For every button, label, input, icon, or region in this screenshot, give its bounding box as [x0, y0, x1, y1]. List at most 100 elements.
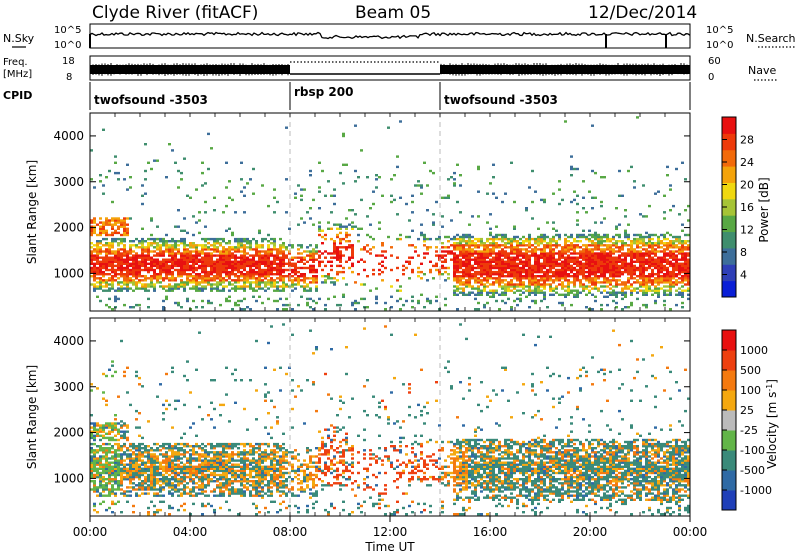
range-gate-cell [138, 475, 141, 479]
range-gate-cell [534, 279, 537, 282]
range-gate-cell [108, 426, 111, 429]
range-gate-cell [114, 270, 117, 274]
range-gate-cell [645, 258, 648, 261]
range-gate-cell [150, 283, 153, 286]
range-gate-cell [201, 289, 204, 292]
range-gate-cell [684, 279, 687, 282]
range-gate-cell [609, 268, 612, 272]
range-gate-cell [555, 264, 558, 268]
range-gate-cell [264, 250, 267, 253]
range-gate-cell [189, 264, 192, 268]
range-gate-cell [477, 250, 480, 253]
range-gate-cell [243, 297, 246, 301]
range-gate-cell [258, 266, 261, 270]
range-gate-cell [606, 235, 609, 239]
range-gate-cell [687, 270, 690, 274]
range-gate-cell [540, 256, 543, 259]
range-gate-cell [93, 277, 96, 280]
range-gate-cell [348, 266, 351, 270]
range-gate-cell [183, 244, 186, 247]
range-gate-cell [231, 231, 234, 235]
range-gate-cell [219, 237, 222, 241]
range-gate-cell [216, 254, 219, 257]
range-gate-cell [564, 285, 567, 288]
range-gate-cell [354, 308, 357, 311]
range-gate-cell [513, 291, 516, 294]
range-gate-cell [108, 268, 111, 272]
range-gate-cell [171, 289, 174, 292]
range-gate-cell [390, 194, 393, 197]
range-gate-cell [168, 449, 171, 452]
range-gate-cell [594, 279, 597, 282]
range-gate-cell [333, 248, 336, 251]
range-gate-cell [192, 215, 195, 218]
range-gate-cell [441, 225, 444, 228]
range-gate-cell [126, 256, 129, 259]
range-gate-cell [606, 252, 609, 255]
range-gate-cell [330, 211, 333, 214]
range-gate-cell [351, 301, 354, 305]
range-gate-cell [420, 233, 423, 237]
range-gate-cell [447, 178, 450, 181]
range-gate-cell [657, 258, 660, 261]
range-gate-cell [102, 223, 105, 226]
range-gate-cell [528, 262, 531, 265]
range-gate-cell [141, 471, 144, 475]
range-gate-cell [588, 268, 591, 272]
range-gate-cell [114, 418, 117, 421]
range-gate-cell [255, 266, 258, 270]
range-gate-cell [231, 268, 234, 272]
range-gate-cell [222, 262, 225, 265]
range-gate-cell [207, 277, 210, 280]
range-gate-cell [123, 459, 126, 462]
range-gate-cell [660, 275, 663, 278]
range-gate-cell [144, 283, 147, 286]
range-gate-cell [321, 260, 324, 263]
range-gate-cell [117, 461, 120, 464]
range-gate-cell [600, 235, 603, 239]
range-gate-cell [666, 254, 669, 257]
range-gate-cell [666, 277, 669, 280]
range-gate-cell [609, 266, 612, 270]
range-gate-cell [483, 303, 486, 307]
range-gate-cell [462, 275, 465, 278]
range-gate-cell [117, 219, 120, 222]
range-gate-cell [144, 248, 147, 251]
range-gate-cell [678, 293, 681, 296]
range-gate-cell [168, 289, 171, 292]
range-gate-cell [567, 283, 570, 286]
range-gate-cell [291, 270, 294, 274]
range-gate-cell [636, 297, 639, 301]
range-gate-cell [624, 260, 627, 263]
range-gate-cell [642, 260, 645, 263]
range-gate-cell [102, 475, 105, 479]
range-gate-cell [666, 252, 669, 255]
range-gate-cell [276, 262, 279, 265]
range-gate-cell [603, 273, 606, 276]
range-gate-cell [507, 285, 510, 288]
range-gate-cell [354, 169, 357, 173]
range-gate-cell [600, 270, 603, 274]
range-gate-cell [582, 273, 585, 276]
range-gate-cell [282, 281, 285, 284]
range-gate-cell [225, 297, 228, 301]
range-gate-cell [216, 240, 219, 243]
range-gate-cell [492, 242, 495, 245]
range-gate-cell [210, 283, 213, 286]
range-gate-cell [120, 256, 123, 259]
range-gate-cell [681, 246, 684, 249]
range-gate-cell [546, 256, 549, 259]
range-gate-cell [546, 262, 549, 265]
range-gate-cell [111, 490, 114, 493]
range-gate-cell [96, 430, 99, 433]
range-gate-cell [453, 244, 456, 247]
range-gate-cell [525, 250, 528, 253]
range-gate-cell [99, 434, 102, 437]
range-gate-cell [129, 262, 132, 265]
range-gate-cell [111, 364, 114, 367]
range-gate-cell [570, 289, 573, 292]
range-gate-cell [153, 287, 156, 290]
range-gate-cell [351, 250, 354, 253]
range-gate-cell [303, 289, 306, 292]
range-gate-cell [537, 287, 540, 290]
